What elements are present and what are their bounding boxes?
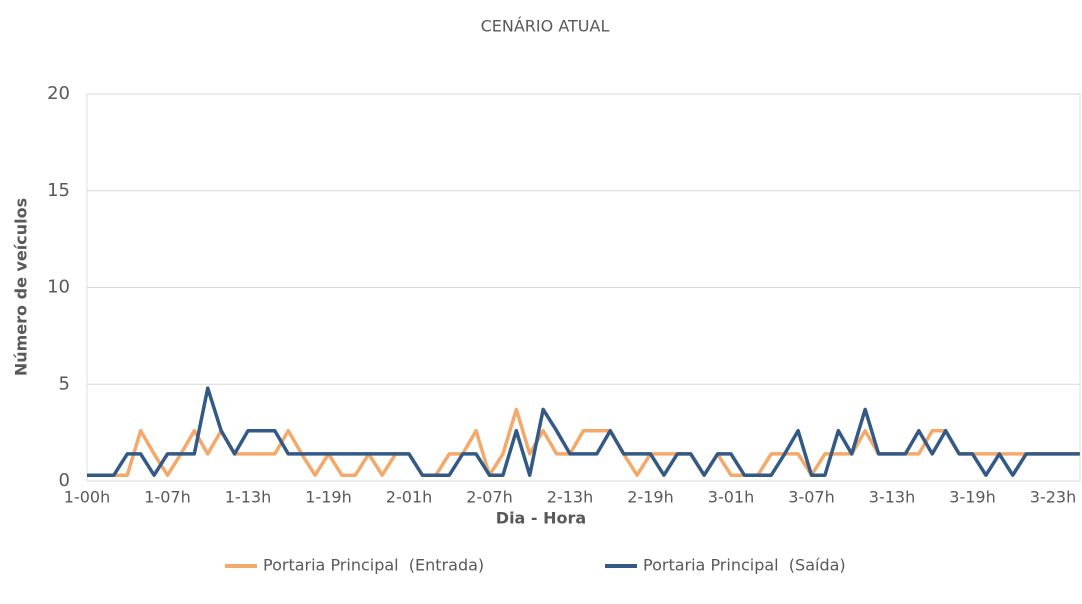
y-tick-label: 0 xyxy=(59,470,70,491)
y-tick-label: 15 xyxy=(47,180,70,201)
x-tick-label: 3-23h xyxy=(1030,488,1076,507)
x-tick-label: 1-19h xyxy=(305,488,351,507)
chart-title: CENÁRIO ATUAL xyxy=(481,17,610,36)
x-tick-label: 1-13h xyxy=(225,488,271,507)
legend-label: Portaria Principal (Saída) xyxy=(643,556,846,575)
x-tick-label: 2-13h xyxy=(547,488,593,507)
x-tick-label: 1-07h xyxy=(144,488,190,507)
x-tick-label: 2-19h xyxy=(627,488,673,507)
legend-label: Portaria Principal (Entrada) xyxy=(263,556,484,575)
x-axis-label: Dia - Hora xyxy=(496,509,586,528)
x-tick-label: 2-01h xyxy=(386,488,432,507)
y-axis-label: Número de veículos xyxy=(12,198,31,376)
line-series xyxy=(87,407,1080,477)
x-tick-label: 3-13h xyxy=(869,488,915,507)
x-tick-label: 3-19h xyxy=(949,488,995,507)
x-tick-label: 2-07h xyxy=(466,488,512,507)
x-tick-label: 3-01h xyxy=(708,488,754,507)
y-tick-label: 10 xyxy=(47,277,70,298)
x-tick-label: 3-07h xyxy=(788,488,834,507)
x-tick-label: 1-00h xyxy=(64,488,110,507)
line-series xyxy=(87,386,1080,477)
y-tick-label: 20 xyxy=(47,83,70,104)
y-tick-label: 5 xyxy=(59,373,70,394)
